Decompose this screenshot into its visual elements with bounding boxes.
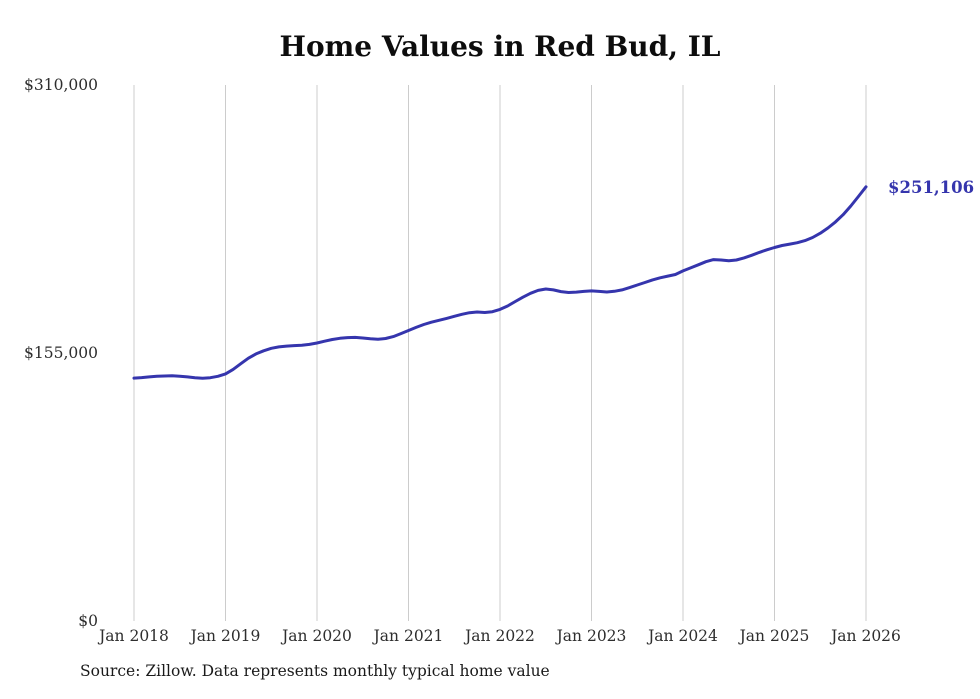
- y-tick-label: $0: [78, 612, 98, 630]
- x-tick-label: Jan 2019: [189, 627, 261, 645]
- x-tick-label: Jan 2024: [646, 627, 718, 645]
- source-note: Source: Zillow. Data represents monthly …: [80, 662, 550, 680]
- end-value-label: $251,106: [888, 178, 974, 197]
- y-tick-label: $155,000: [24, 344, 98, 362]
- x-tick-label: Jan 2025: [738, 627, 810, 645]
- x-tick-label: Jan 2018: [97, 627, 169, 645]
- home-value-line: [132, 185, 868, 380]
- x-tick-label: Jan 2026: [829, 627, 901, 645]
- x-tick-label: Jan 2023: [555, 627, 627, 645]
- x-tick-label: Jan 2020: [280, 627, 352, 645]
- chart-title: Home Values in Red Bud, IL: [279, 30, 721, 63]
- x-tick-label: Jan 2021: [372, 627, 444, 645]
- y-tick-label: $310,000: [24, 76, 98, 94]
- x-tick-label: Jan 2022: [463, 627, 535, 645]
